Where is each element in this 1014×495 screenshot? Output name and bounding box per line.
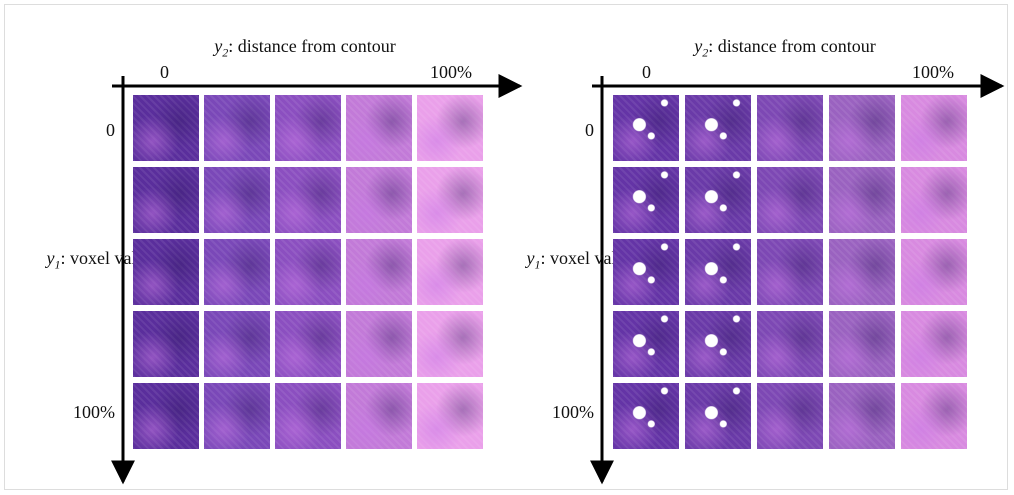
image-tile: [613, 311, 679, 377]
image-tile: [757, 383, 823, 449]
frame: [4, 4, 1008, 490]
image-tile: [685, 95, 751, 161]
image-tile: [346, 239, 412, 305]
image-tile: [133, 95, 199, 161]
image-tile: [829, 239, 895, 305]
y-tick-label: 100%: [73, 402, 115, 422]
image-tile: [901, 95, 967, 161]
image-tile: [133, 383, 199, 449]
x-tick-label: 100%: [912, 62, 954, 82]
y-axis-label: y1: voxel value: [520, 248, 640, 275]
image-tile: [757, 239, 823, 305]
image-tile: [346, 95, 412, 161]
image-tile: [346, 167, 412, 233]
x-axis-label: y2: distance from contour: [210, 36, 400, 63]
y-tick-label: 100%: [552, 402, 594, 422]
var: y: [526, 248, 535, 268]
y-axis-label: y1: voxel value: [40, 248, 160, 275]
image-tile: [204, 95, 270, 161]
image-tile: [417, 95, 483, 161]
image-tile: [685, 167, 751, 233]
image-tile: [685, 383, 751, 449]
image-tile: [275, 239, 341, 305]
image-tile: [829, 95, 895, 161]
image-tile: [275, 95, 341, 161]
image-tile: [757, 95, 823, 161]
x-tick-label: 0: [160, 62, 169, 82]
image-tile: [204, 167, 270, 233]
image-tile: [133, 167, 199, 233]
image-tile: [417, 239, 483, 305]
image-tile: [204, 239, 270, 305]
image-tile: [901, 167, 967, 233]
image-tile: [901, 383, 967, 449]
y-tick-label: 0: [106, 120, 115, 140]
label-text: : voxel value: [540, 248, 634, 268]
image-tile: [613, 95, 679, 161]
image-tile: [133, 239, 199, 305]
label-text: : distance from contour: [708, 36, 876, 56]
image-tile: [417, 167, 483, 233]
var: y: [46, 248, 55, 268]
image-tile: [685, 239, 751, 305]
subscript: 2: [702, 45, 709, 60]
image-tile: [685, 311, 751, 377]
x-tick-label: 100%: [430, 62, 472, 82]
subscript: 1: [534, 257, 541, 272]
var: y: [694, 36, 703, 56]
label-text: : distance from contour: [228, 36, 396, 56]
image-tile: [346, 383, 412, 449]
image-tile: [417, 383, 483, 449]
image-tile: [275, 383, 341, 449]
image-tile: [613, 239, 679, 305]
image-tile: [417, 311, 483, 377]
image-tile: [346, 311, 412, 377]
image-tile: [204, 383, 270, 449]
image-tile: [829, 383, 895, 449]
subscript: 1: [54, 257, 61, 272]
image-tile: [829, 311, 895, 377]
image-tile: [829, 167, 895, 233]
x-tick-label: 0: [642, 62, 651, 82]
image-tile: [901, 311, 967, 377]
image-tile: [901, 239, 967, 305]
y-tick-label: 0: [585, 120, 594, 140]
subscript: 2: [222, 45, 229, 60]
image-tile: [757, 311, 823, 377]
image-tile: [613, 383, 679, 449]
x-axis-label: y2: distance from contour: [690, 36, 880, 63]
image-tile: [275, 167, 341, 233]
label-text: : voxel value: [60, 248, 154, 268]
var: y: [214, 36, 223, 56]
image-tile: [133, 311, 199, 377]
image-tile: [204, 311, 270, 377]
image-tile: [757, 167, 823, 233]
image-tile: [275, 311, 341, 377]
image-tile: [613, 167, 679, 233]
